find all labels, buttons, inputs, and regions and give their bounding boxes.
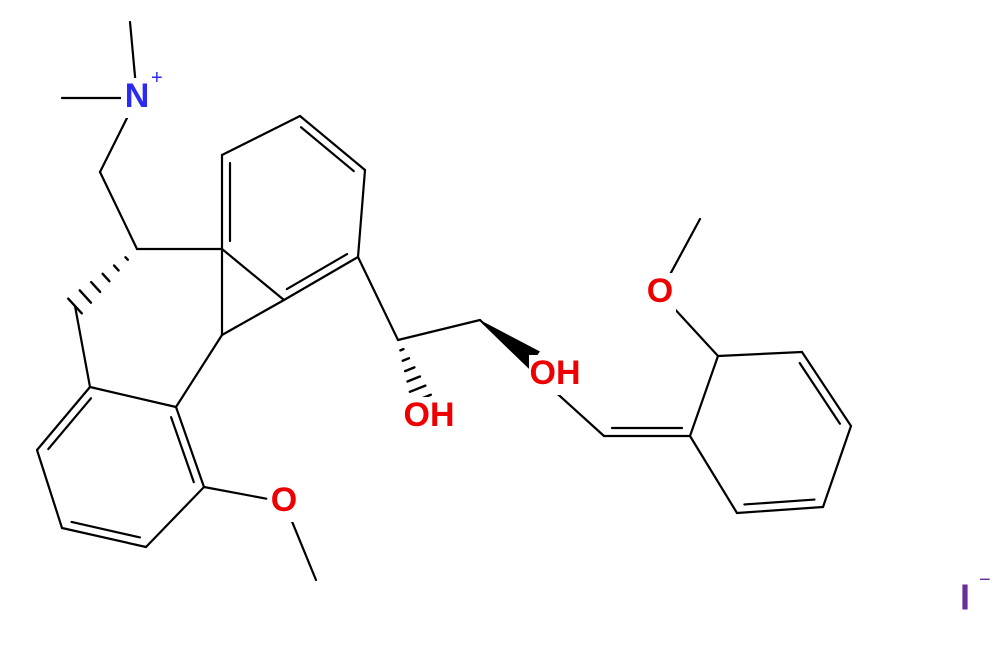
- svg-text:N: N: [125, 77, 150, 115]
- molecule-diagram: N+ O OH OH O I−: [0, 0, 998, 653]
- svg-text:I: I: [960, 577, 970, 618]
- svg-text:OH: OH: [404, 396, 455, 434]
- svg-text:OH: OH: [530, 354, 581, 392]
- svg-text:O: O: [271, 481, 297, 519]
- svg-text:O: O: [647, 272, 673, 310]
- svg-text:+: +: [151, 67, 163, 89]
- svg-text:−: −: [979, 569, 991, 591]
